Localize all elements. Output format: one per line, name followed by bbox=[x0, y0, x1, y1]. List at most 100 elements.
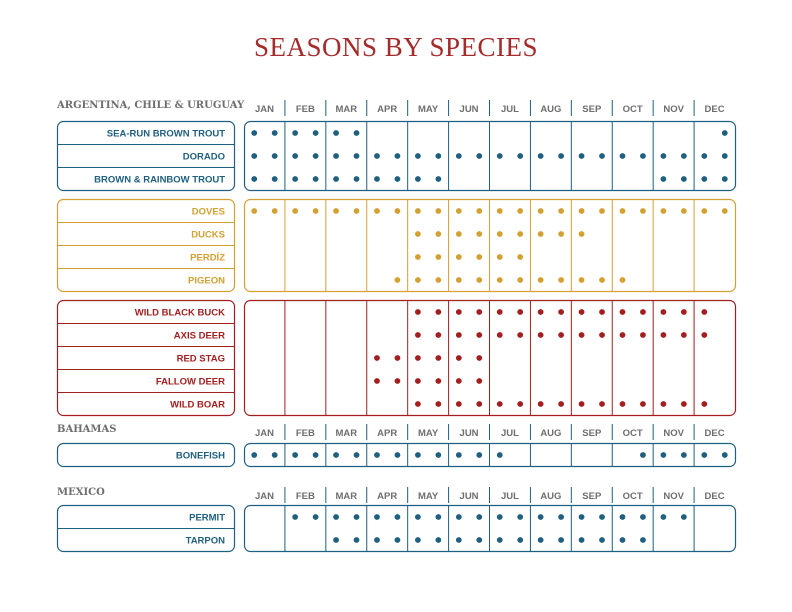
season-dot-sea-run-brown-trout-jan-b bbox=[271, 130, 278, 136]
season-dot-wild-boar-jul-b bbox=[517, 401, 524, 407]
month-label-jun: JUN bbox=[460, 104, 479, 115]
season-dot-wild-black-buck-jul-b bbox=[517, 309, 524, 315]
season-dot-pigeon-aug-b bbox=[558, 277, 565, 283]
season-dot-fallow-deer-may-b bbox=[435, 378, 442, 384]
region-title-bahamas: BAHAMAS bbox=[57, 424, 116, 435]
season-dot-dorado-jun-b bbox=[476, 153, 483, 159]
season-dot-wild-black-buck-may-b bbox=[435, 309, 442, 315]
season-dot-wild-black-buck-sep-b bbox=[599, 309, 605, 315]
season-dot-tarpon-apr-a bbox=[374, 537, 380, 543]
season-dot-permit-mar-b bbox=[353, 514, 360, 520]
month-label-jun: JUN bbox=[460, 491, 479, 502]
season-dot-axis-deer-jun-a bbox=[455, 332, 462, 338]
month-label-nov: NOV bbox=[663, 104, 684, 115]
season-dot-permit-jun-a bbox=[455, 514, 462, 520]
season-dot-doves-aug-a bbox=[537, 208, 544, 214]
season-dot-perdiz-jun-b bbox=[476, 254, 483, 260]
season-dot-doves-mar-b bbox=[353, 208, 360, 214]
season-dot-dorado-aug-a bbox=[537, 153, 544, 159]
season-dot-perdiz-may-a bbox=[414, 254, 421, 260]
species-name-fallow-deer: FALLOW DEER bbox=[156, 377, 225, 388]
season-dot-perdiz-jun-a bbox=[455, 254, 462, 260]
season-dot-pigeon-aug-a bbox=[537, 277, 544, 283]
season-dot-ducks-jul-b bbox=[517, 231, 524, 237]
season-dot-pigeon-jul-b bbox=[517, 277, 524, 283]
month-label-mar: MAR bbox=[335, 491, 357, 502]
season-dot-red-stag-apr-a bbox=[374, 355, 380, 361]
season-dot-wild-boar-nov-a bbox=[660, 401, 667, 407]
season-dot-doves-jun-a bbox=[455, 208, 462, 214]
season-dot-dorado-sep-b bbox=[599, 153, 605, 159]
month-label-jan: JAN bbox=[255, 491, 274, 502]
season-dot-doves-dec-b bbox=[721, 208, 728, 214]
month-label-oct: OCT bbox=[623, 491, 643, 502]
month-label-jan: JAN bbox=[255, 428, 274, 439]
season-dot-axis-deer-aug-a bbox=[537, 332, 544, 338]
season-dot-brown-rainbow-trout-nov-a bbox=[660, 176, 667, 182]
species-name-sea-run-brown-trout: SEA-RUN BROWN TROUT bbox=[107, 129, 225, 140]
season-dot-fallow-deer-apr-b bbox=[394, 378, 401, 384]
season-dot-brown-rainbow-trout-may-b bbox=[435, 176, 442, 182]
species-label-box bbox=[56, 198, 236, 293]
season-dot-fallow-deer-jun-a bbox=[455, 378, 462, 384]
season-dot-pigeon-sep-a bbox=[578, 277, 585, 283]
month-label-feb: FEB bbox=[296, 491, 315, 502]
season-dot-permit-sep-b bbox=[599, 514, 605, 520]
season-dot-bonefish-may-a bbox=[414, 452, 421, 458]
season-dot-tarpon-jun-b bbox=[476, 537, 483, 543]
season-dot-brown-rainbow-trout-apr-b bbox=[394, 176, 401, 182]
season-dot-doves-feb-b bbox=[312, 208, 319, 214]
season-dot-brown-rainbow-trout-apr-a bbox=[374, 176, 380, 182]
season-dot-brown-rainbow-trout-nov-b bbox=[680, 176, 687, 182]
chart-title: SEASONS BY SPECIES bbox=[253, 32, 539, 62]
season-dot-axis-deer-jun-b bbox=[476, 332, 483, 338]
season-dot-wild-boar-aug-a bbox=[537, 401, 544, 407]
season-dot-axis-deer-oct-b bbox=[640, 332, 646, 338]
species-name-wild-boar: WILD BOAR bbox=[170, 400, 225, 411]
season-dot-wild-black-buck-dec-a bbox=[701, 309, 708, 315]
season-dot-wild-black-buck-may-a bbox=[414, 309, 421, 315]
month-label-jul: JUL bbox=[501, 491, 519, 502]
season-dot-dorado-nov-a bbox=[660, 153, 667, 159]
season-dot-ducks-may-a bbox=[414, 231, 421, 237]
season-dot-sea-run-brown-trout-jan-a bbox=[251, 130, 258, 136]
season-dot-doves-oct-b bbox=[640, 208, 646, 214]
month-label-sep: SEP bbox=[582, 491, 602, 502]
season-dot-doves-mar-a bbox=[333, 208, 339, 214]
month-label-jul: JUL bbox=[501, 428, 519, 439]
species-name-bonefish: BONEFISH bbox=[176, 451, 225, 462]
season-dot-pigeon-may-a bbox=[414, 277, 421, 283]
season-dot-bonefish-jan-b bbox=[271, 452, 278, 458]
season-dot-dorado-jan-b bbox=[271, 153, 278, 159]
season-dot-brown-rainbow-trout-jan-a bbox=[251, 176, 258, 182]
season-dot-bonefish-apr-b bbox=[394, 452, 401, 458]
season-dot-ducks-sep-a bbox=[578, 231, 585, 237]
month-label-mar: MAR bbox=[335, 104, 357, 115]
month-label-apr: APR bbox=[377, 428, 397, 439]
season-dot-wild-boar-sep-b bbox=[599, 401, 605, 407]
species-label-box bbox=[56, 504, 236, 553]
season-dot-doves-jul-a bbox=[496, 208, 503, 214]
season-dot-pigeon-jul-a bbox=[496, 277, 503, 283]
season-dot-sea-run-brown-trout-dec-b bbox=[721, 130, 728, 136]
species-name-tarpon: TARPON bbox=[186, 536, 226, 547]
season-dot-tarpon-apr-b bbox=[394, 537, 401, 543]
season-dot-sea-run-brown-trout-feb-a bbox=[292, 130, 299, 136]
season-dot-dorado-apr-a bbox=[374, 153, 380, 159]
season-dot-bonefish-mar-a bbox=[333, 452, 339, 458]
season-dot-axis-deer-oct-a bbox=[619, 332, 626, 338]
season-dot-tarpon-aug-b bbox=[558, 537, 565, 543]
season-dot-axis-deer-nov-b bbox=[680, 332, 687, 338]
month-label-nov: NOV bbox=[663, 491, 684, 502]
season-dot-permit-may-a bbox=[414, 514, 421, 520]
season-dot-doves-may-b bbox=[435, 208, 442, 214]
month-label-feb: FEB bbox=[296, 428, 315, 439]
month-label-sep: SEP bbox=[582, 104, 602, 115]
season-dot-wild-boar-oct-a bbox=[619, 401, 626, 407]
season-dot-wild-boar-jul-a bbox=[496, 401, 503, 407]
season-dot-bonefish-oct-b bbox=[640, 452, 646, 458]
season-dot-wild-black-buck-nov-a bbox=[660, 309, 667, 315]
season-dot-brown-rainbow-trout-mar-b bbox=[353, 176, 360, 182]
season-dot-pigeon-jun-b bbox=[476, 277, 483, 283]
season-dot-dorado-jul-a bbox=[496, 153, 503, 159]
